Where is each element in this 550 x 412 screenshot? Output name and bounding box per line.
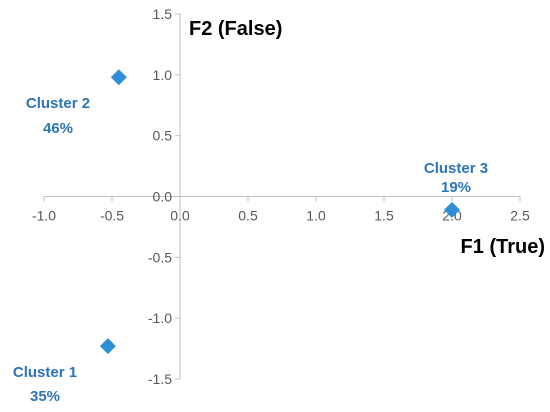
y-tick-label: -0.5	[148, 249, 172, 265]
x-tick-label: 1.5	[374, 208, 394, 224]
cluster-name-label: Cluster 3	[424, 160, 488, 177]
x-tick-label: 2.5	[510, 208, 530, 224]
data-points	[99, 69, 460, 355]
y-tick-label: 0.5	[153, 128, 173, 144]
cluster-percent-label: 46%	[43, 120, 73, 137]
cluster-percent-label: 19%	[441, 179, 471, 196]
y-axis-title: F2 (False)	[189, 18, 282, 40]
y-tick-label: 0.0	[153, 189, 173, 205]
x-tick-labels: -1.0-0.50.00.51.01.52.02.5	[32, 208, 530, 224]
x-tick-label: 0.0	[170, 208, 190, 224]
cluster-name-label: Cluster 1	[13, 364, 77, 381]
x-tick-label: -0.5	[100, 208, 124, 224]
y-tick-labels: 1.5 1.0 0.5 0.0 -0.5 -1.0 -1.5	[148, 6, 172, 387]
data-point-marker	[444, 201, 460, 218]
y-tick-label: -1.5	[148, 371, 172, 387]
x-tick-label: 0.5	[238, 208, 258, 224]
x-tick-label: -1.0	[32, 208, 56, 224]
x-axis-title: F1 (True)	[461, 236, 545, 258]
data-point-marker	[110, 69, 127, 86]
cluster-percent-label: 35%	[30, 388, 60, 405]
y-tick-label: 1.5	[153, 6, 173, 22]
cluster-name-label: Cluster 2	[26, 95, 90, 112]
x-tick-label: 1.0	[306, 208, 326, 224]
y-tick-label: 1.0	[153, 67, 173, 83]
data-point-marker	[99, 338, 116, 355]
point-labels: Cluster 1 35% Cluster 2 46% Cluster 3 19%	[13, 95, 488, 405]
axes	[43, 13, 521, 380]
y-tick-label: -1.0	[148, 310, 172, 326]
